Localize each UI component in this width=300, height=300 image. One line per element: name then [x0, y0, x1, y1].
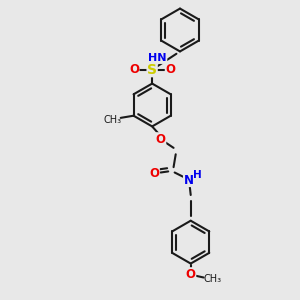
Text: O: O — [129, 63, 139, 76]
Text: O: O — [186, 268, 196, 281]
Text: O: O — [165, 63, 176, 76]
Text: S: S — [147, 63, 157, 76]
Text: O: O — [149, 167, 159, 180]
Text: O: O — [156, 133, 166, 146]
Text: H: H — [193, 169, 202, 180]
Text: CH₃: CH₃ — [203, 274, 221, 284]
Text: N: N — [184, 173, 194, 187]
Text: CH₃: CH₃ — [103, 115, 121, 125]
Text: HN: HN — [148, 53, 167, 63]
